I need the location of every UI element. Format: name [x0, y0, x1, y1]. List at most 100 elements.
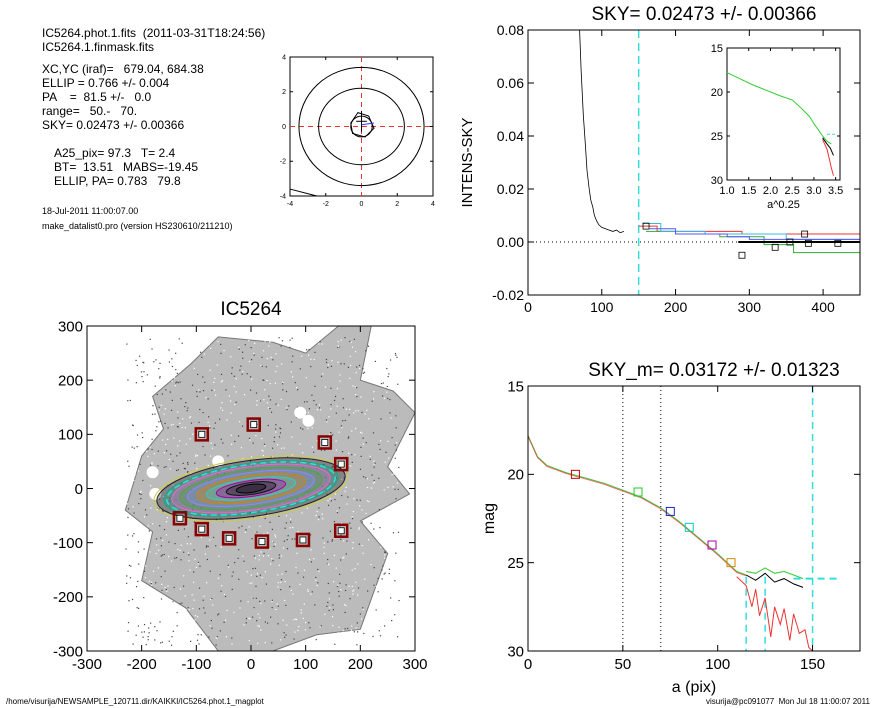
galaxy-noise-dot: [310, 593, 312, 595]
sky-ylabel: INTENS-SKY: [459, 117, 476, 207]
galaxy-noise-dot: [310, 561, 312, 563]
galaxy-noise-dot: [378, 630, 380, 632]
galaxy-noise-dot: [175, 557, 178, 559]
galaxy-noise-dot: [140, 490, 142, 492]
galaxy-noise-dot: [317, 491, 319, 494]
galaxy-noise-dot: [206, 558, 209, 561]
galaxy-noise-dot: [159, 621, 161, 623]
galaxy-isophote: [235, 483, 267, 494]
galaxy-noise-dot: [291, 361, 293, 363]
galaxy-noise-dot: [307, 354, 310, 356]
inset-ytick-label: 15: [711, 43, 723, 55]
galaxy-noise-dot: [342, 630, 344, 632]
galaxy-noise-dot: [142, 361, 144, 363]
galaxy-sky-box: [172, 511, 188, 526]
galaxy-noise-dot: [318, 516, 320, 518]
galaxy-ytick-label: 100: [58, 427, 83, 444]
galaxy-noise-dot: [351, 585, 353, 588]
galaxy-noise-dot: [330, 431, 332, 434]
galaxy-noise-dot: [133, 479, 135, 482]
galaxy-noise-dot: [334, 643, 336, 645]
galaxy-noise-dot: [180, 544, 182, 546]
inset-xtick-label: 3.0: [806, 185, 821, 197]
galaxy-noise-dot: [151, 419, 153, 421]
galaxy-noise-dot: [220, 343, 222, 346]
galaxy-noise-dot: [297, 389, 299, 391]
galaxy-limit-ellipse: [166, 461, 336, 516]
galaxy-noise-dot: [269, 399, 272, 401]
galaxy-noise-dot: [332, 434, 334, 436]
galaxy-noise-dot: [324, 476, 327, 478]
galaxy-noise-dot: [127, 379, 129, 381]
galaxy-noise-dot: [319, 341, 321, 343]
galaxy-noise-dot: [394, 488, 396, 490]
galaxy-noise-dot: [212, 604, 214, 606]
galaxy-noise-dot: [164, 422, 166, 425]
galaxy-isophote: [215, 478, 287, 499]
galaxy-noise-dot: [143, 362, 145, 364]
galaxy-noise-dot: [384, 461, 386, 463]
galaxy-noise-dot: [186, 525, 188, 527]
galaxy-noise-dot: [242, 370, 244, 373]
galaxy-noise-dot: [207, 398, 209, 400]
galaxy-noise-dot: [141, 376, 143, 378]
galaxy-noise-dot: [254, 480, 256, 482]
galaxy-noise-dot: [265, 512, 268, 514]
galaxy-noise-dot: [226, 419, 228, 421]
galaxy-noise-dot: [125, 464, 127, 466]
galaxy-noise-dot: [166, 590, 168, 592]
galaxy-noise-dot: [367, 345, 370, 347]
galaxy-sky-box: [246, 417, 261, 432]
galaxy-noise-dot: [256, 575, 258, 577]
galaxy-noise-dot: [277, 574, 279, 576]
sky-ytick-label: 0.04: [497, 128, 524, 144]
galaxy-noise-dot: [380, 346, 383, 348]
galaxy-noise-dot: [352, 511, 354, 513]
galaxy-noise-dot: [281, 340, 284, 342]
galaxy-noise-dot: [257, 613, 259, 615]
galaxy-noise-dot: [351, 461, 353, 463]
galaxy-noise-dot: [269, 563, 272, 565]
galaxy-noise-dot: [363, 371, 366, 373]
galaxy-noise-dot: [362, 375, 365, 377]
galaxy-noise-dot: [384, 349, 386, 351]
galaxy-noise-dot: [183, 575, 185, 577]
galaxy-noise-dot: [278, 498, 280, 500]
galaxy-noise-dot: [344, 337, 346, 339]
galaxy-noise-dot: [352, 385, 354, 387]
galaxy-noise-dot: [325, 358, 328, 361]
galaxy-noise-dot: [353, 412, 355, 414]
galaxy-noise-dot: [142, 436, 144, 439]
mag-tail-green: [746, 567, 804, 580]
galaxy-noise-dot: [132, 643, 134, 645]
galaxy-noise-dot: [185, 402, 187, 404]
galaxy-noise-dot: [183, 467, 186, 470]
galaxy-noise-dot: [306, 349, 308, 351]
galaxy-noise-dot: [267, 424, 269, 427]
galaxy-mask-hole: [146, 466, 159, 479]
galaxy-noise-dot: [210, 598, 212, 601]
galaxy-noise-dot: [188, 560, 190, 562]
galaxy-noise-dot: [218, 418, 221, 420]
galaxy-noise-dot: [131, 579, 133, 581]
galaxy-noise-dot: [203, 595, 205, 597]
galaxy-noise-dot: [213, 480, 215, 483]
galaxy-noise-dot: [209, 427, 211, 429]
header-file1: IC5264.phot.1.fits (2011-03-31T18:24:56): [42, 26, 266, 40]
galaxy-noise-dot: [156, 393, 158, 396]
galaxy-noise-dot: [315, 637, 317, 639]
galaxy-noise-dot: [241, 373, 243, 375]
galaxy-noise-dot: [183, 528, 186, 530]
galaxy-noise-dot: [339, 582, 341, 584]
galaxy-noise-dot: [158, 421, 160, 423]
galaxy-noise-dot: [232, 469, 235, 471]
galaxy-noise-dot: [296, 406, 299, 408]
galaxy-noise-dot: [277, 493, 279, 495]
galaxy-noise-dot: [276, 603, 278, 605]
galaxy-noise-dot: [173, 601, 175, 603]
galaxy-noise-dot: [391, 473, 393, 476]
galaxy-noise-dot: [345, 584, 347, 586]
galaxy-noise-dot: [136, 434, 139, 436]
galaxy-noise-dot: [203, 607, 205, 609]
galaxy-noise-dot: [170, 644, 173, 646]
